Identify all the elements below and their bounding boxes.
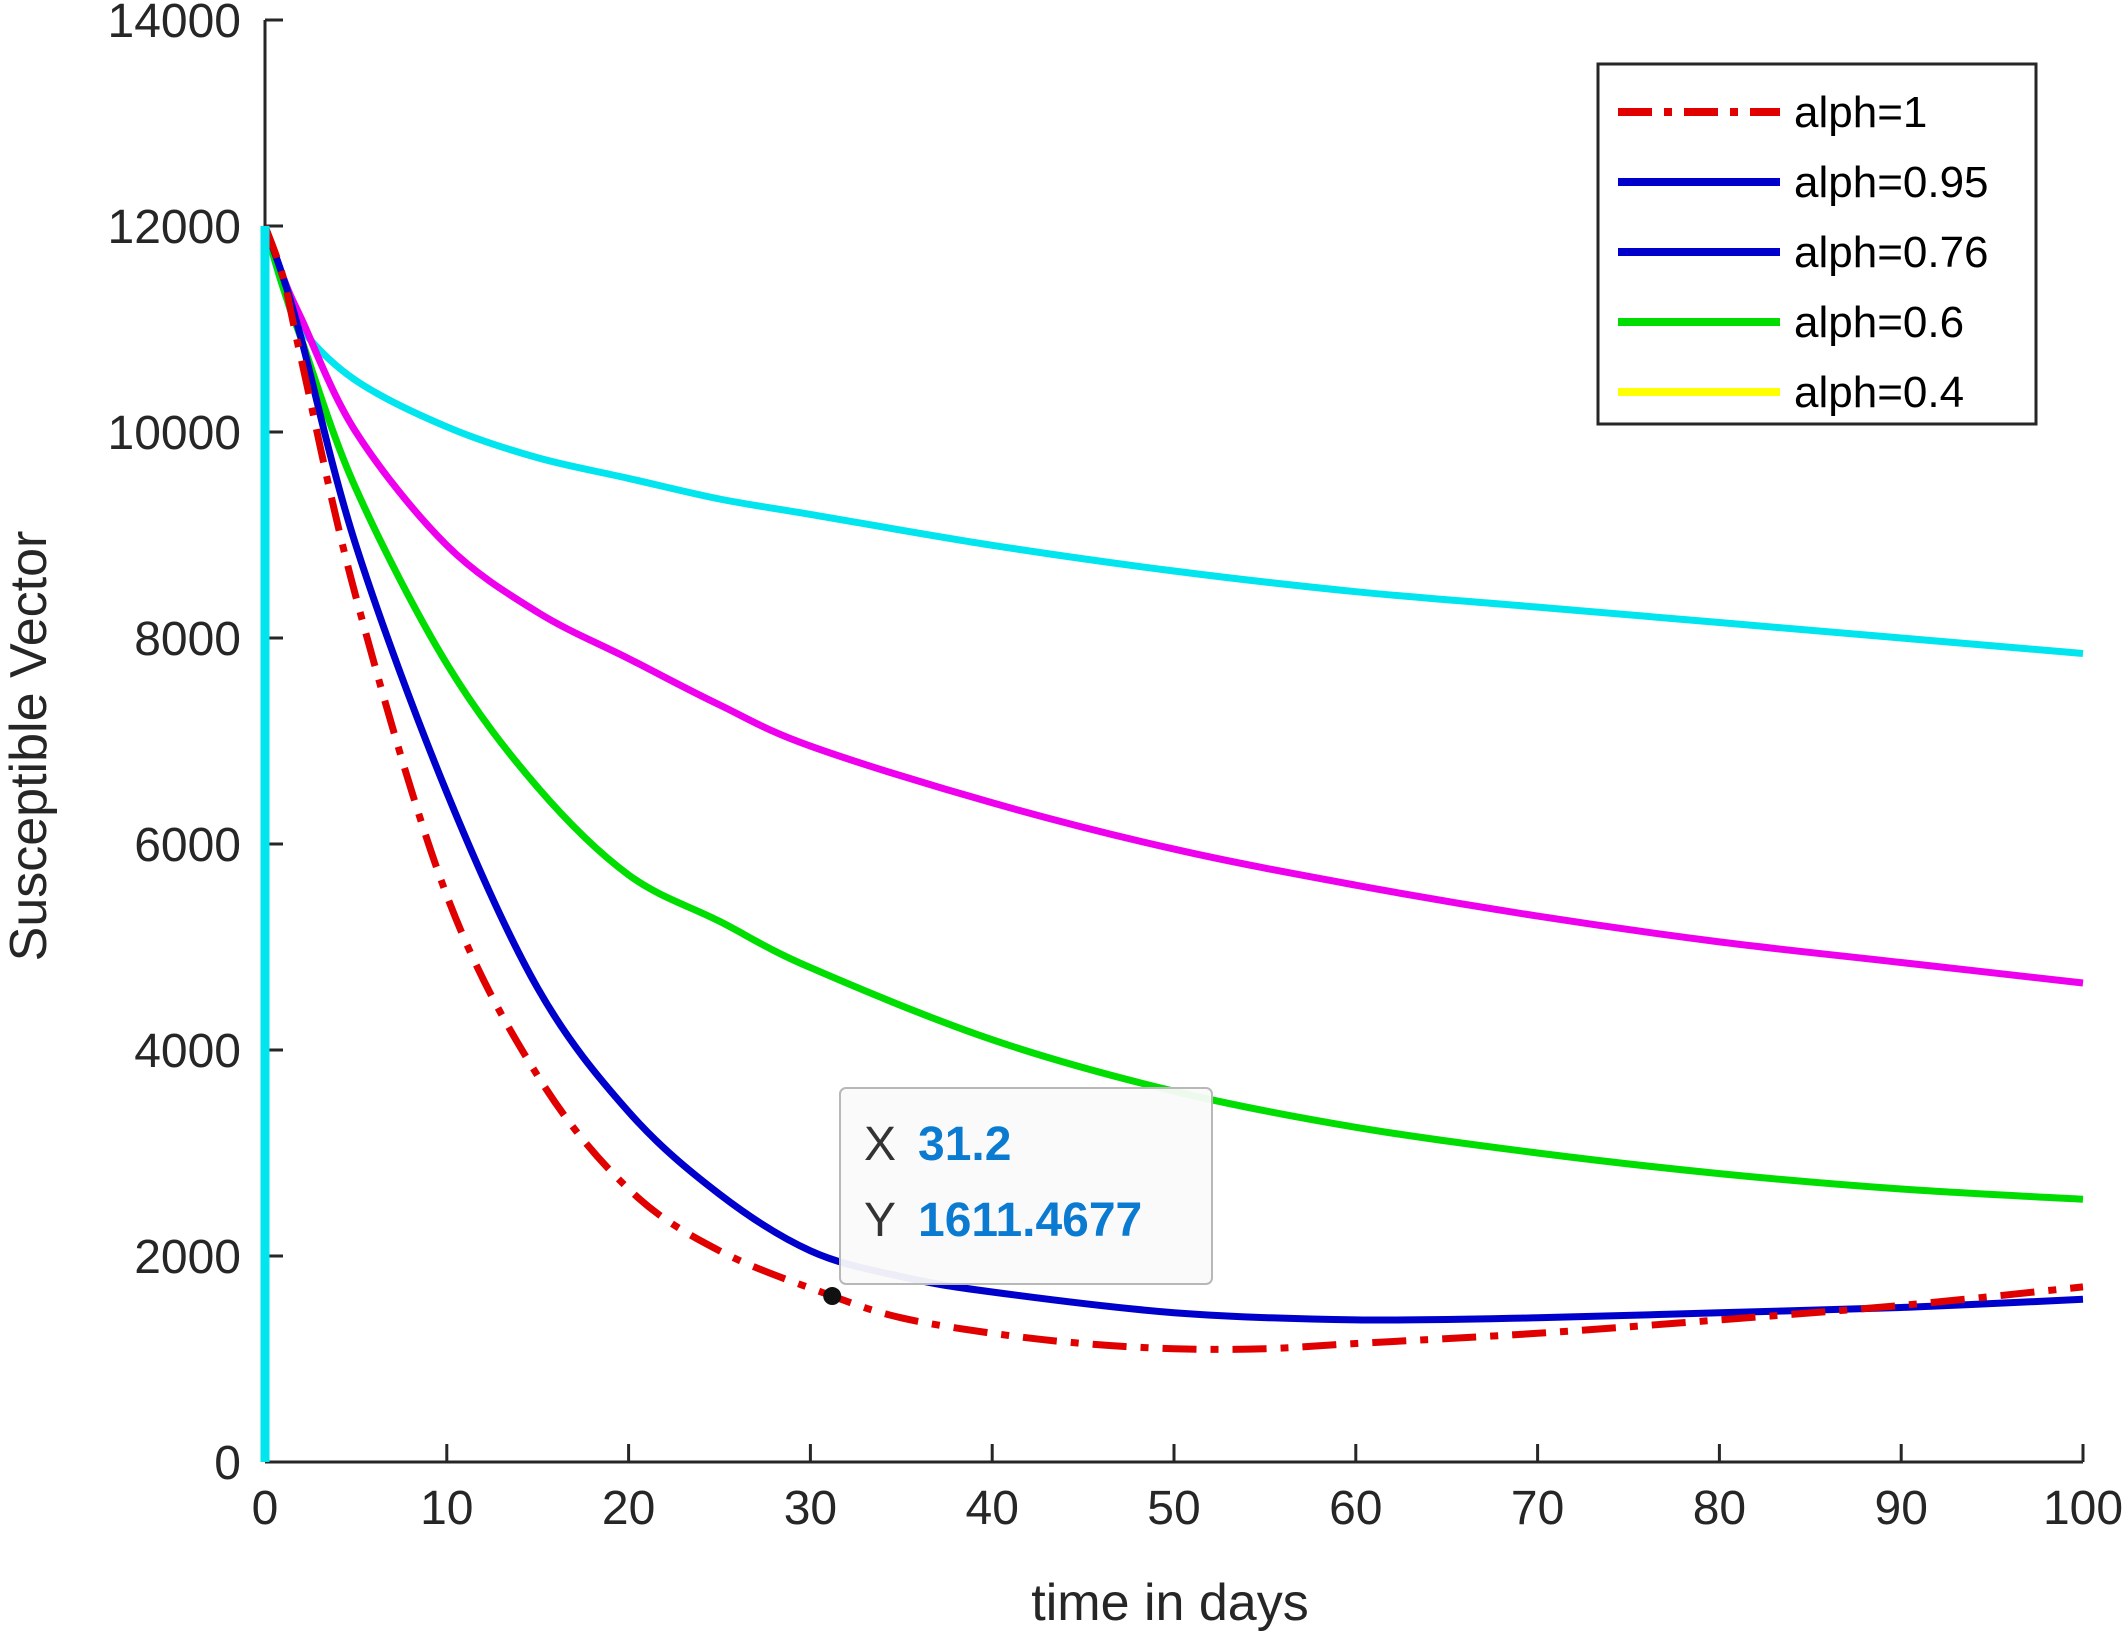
series-line-0	[261, 225, 2084, 657]
legend-box	[1596, 62, 2038, 426]
x-tick-label: 40	[966, 1482, 1019, 1535]
datatip-x-key: X	[864, 1118, 896, 1171]
legend-label: alph=0.4	[1794, 368, 1964, 417]
legend-label: alph=0.95	[1794, 158, 1989, 207]
series-line-2	[261, 225, 2084, 1203]
datatip-marker[interactable]	[823, 1287, 842, 1306]
x-tick-label: 90	[1875, 1482, 1928, 1535]
y-tick-label: 4000	[134, 1025, 241, 1078]
legend-label: alph=1	[1794, 88, 1927, 137]
y-tick-label: 14000	[108, 0, 241, 48]
datatip-y-value: 1611.4677	[918, 1194, 1142, 1247]
y-tick-label: 10000	[108, 407, 241, 460]
legend-label: alph=0.6	[1794, 298, 1964, 347]
datatip-y-key: Y	[864, 1194, 896, 1247]
x-tick-label: 100	[2043, 1482, 2123, 1535]
series-line-4	[261, 224, 2084, 1353]
legend: alph=1 alph=0.95 alph=0.76 alph=0.6 alph=0.4	[1596, 62, 2038, 426]
x-tick-label: 80	[1693, 1482, 1746, 1535]
y-tick-label: 6000	[134, 819, 241, 872]
x-tick-label: 60	[1329, 1482, 1382, 1535]
x-tick-label: 30	[784, 1482, 837, 1535]
x-tick-label: 50	[1147, 1482, 1200, 1535]
x-axis-label: time in days	[1031, 1574, 1308, 1632]
datatip-box	[839, 1087, 1213, 1285]
x-tick-label: 70	[1511, 1482, 1564, 1535]
datatip-x-value: 31.2	[918, 1118, 1011, 1171]
x-tick-label: 10	[420, 1482, 473, 1535]
series-line-3	[261, 224, 2084, 1324]
y-tick-label: 2000	[134, 1231, 241, 1284]
y-tick-label: 0	[214, 1437, 241, 1490]
x-tick-labels: 0 10 20 30 40 50 60 70 80 90 100	[252, 1444, 2123, 1535]
y-tick-label: 8000	[134, 613, 241, 666]
plot-lines	[260, 224, 2084, 1462]
y-tick-labels: 0 2000 4000 6000 8000 10000 12000 14000	[108, 0, 283, 1490]
x-tick-label: 20	[602, 1482, 655, 1535]
x-tick-label: 0	[252, 1482, 279, 1535]
series-line-1	[261, 224, 2084, 987]
y-axis-label: Susceptible Vector	[0, 531, 58, 962]
datatip[interactable]: X 31.2 Y 1611.4677	[823, 1087, 1213, 1306]
y-tick-label: 12000	[108, 201, 241, 254]
legend-label: alph=0.76	[1794, 228, 1989, 277]
